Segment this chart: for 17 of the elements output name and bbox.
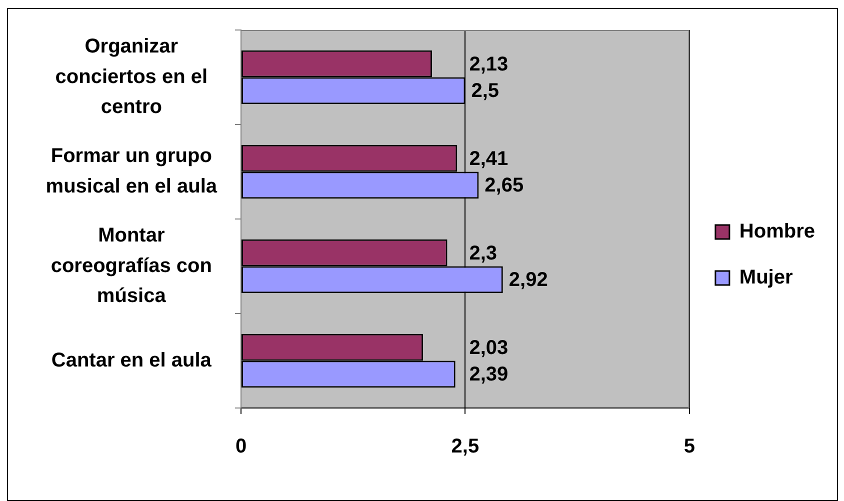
legend-label: Hombre: [739, 220, 816, 243]
data-label: 2,03: [469, 336, 508, 359]
data-label: 2,5: [471, 80, 500, 102]
y-tick-label: Cantar en el aula: [51, 349, 212, 372]
x-tick-label: 5: [684, 436, 695, 458]
data-label: 2,39: [469, 364, 508, 386]
data-label: 2,65: [484, 174, 524, 197]
legend-label: Mujer: [739, 266, 793, 289]
x-tick-label: 2,5: [451, 436, 480, 458]
y-tick-label: Montar coreografías con música: [50, 224, 212, 308]
data-label: 2,3: [469, 242, 498, 264]
data-label: 2,13: [469, 53, 508, 76]
data-label: 2,41: [469, 148, 508, 170]
y-tick-label: Organizar conciertos en el centro: [55, 35, 208, 118]
x-tick-label: 0: [235, 436, 247, 458]
data-label: 2,92: [508, 269, 548, 292]
y-tick-label: Formar un grupo musical en el aula: [46, 145, 218, 198]
